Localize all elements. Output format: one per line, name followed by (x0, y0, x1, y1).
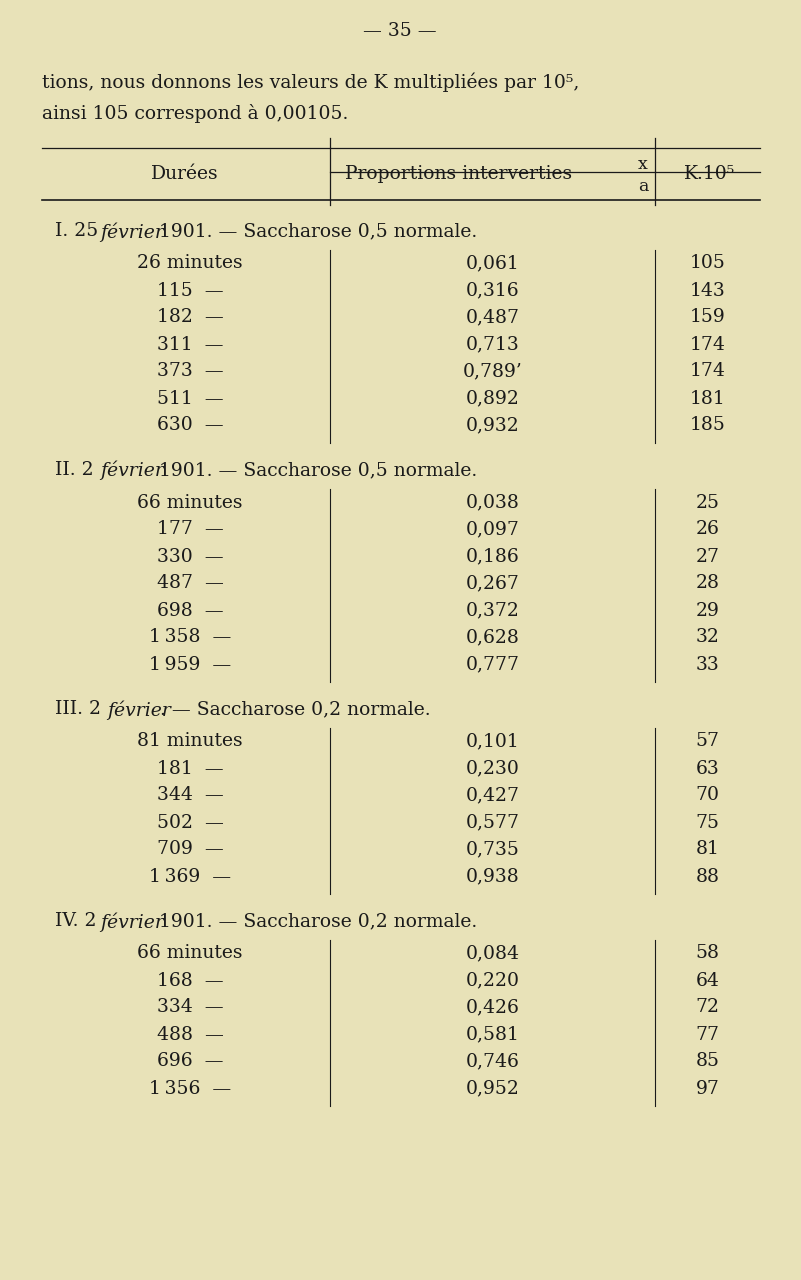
Text: a: a (638, 178, 648, 195)
Text: 159: 159 (690, 308, 726, 326)
Text: 81: 81 (695, 841, 719, 859)
Text: 1 358  —: 1 358 — (149, 628, 231, 646)
Text: 81 minutes: 81 minutes (137, 732, 243, 750)
Text: 63: 63 (695, 759, 719, 777)
Text: tions, nous donnons les valeurs de K multipliées par 10⁵,: tions, nous donnons les valeurs de K mul… (42, 72, 579, 91)
Text: 0,938: 0,938 (465, 868, 519, 886)
Text: III. 2: III. 2 (55, 700, 107, 718)
Text: 64: 64 (695, 972, 719, 989)
Text: 330  —: 330 — (157, 548, 223, 566)
Text: 177  —: 177 — (157, 521, 223, 539)
Text: 32: 32 (695, 628, 719, 646)
Text: 57: 57 (695, 732, 719, 750)
Text: 0,789’: 0,789’ (463, 362, 522, 380)
Text: 143: 143 (690, 282, 726, 300)
Text: février: février (100, 911, 164, 932)
Text: février: février (100, 461, 164, 480)
Text: 27: 27 (695, 548, 719, 566)
Text: 0,426: 0,426 (465, 998, 519, 1016)
Text: 75: 75 (695, 814, 719, 832)
Text: 181  —: 181 — (157, 759, 223, 777)
Text: 0,316: 0,316 (465, 282, 519, 300)
Text: 0,084: 0,084 (465, 945, 520, 963)
Text: 511  —: 511 — (157, 389, 223, 407)
Text: 58: 58 (695, 945, 719, 963)
Text: 334  —: 334 — (157, 998, 223, 1016)
Text: 115  —: 115 — (157, 282, 223, 300)
Text: février: février (107, 700, 171, 719)
Text: 1 959  —: 1 959 — (149, 655, 231, 673)
Text: 66 minutes: 66 minutes (137, 945, 243, 963)
Text: 72: 72 (695, 998, 719, 1016)
Text: 26: 26 (695, 521, 719, 539)
Text: 488  —: 488 — (156, 1025, 223, 1043)
Text: Proportions interverties: Proportions interverties (345, 165, 578, 183)
Text: 487  —: 487 — (156, 575, 223, 593)
Text: 0,097: 0,097 (465, 521, 519, 539)
Text: 88: 88 (695, 868, 719, 886)
Text: 0,713: 0,713 (465, 335, 519, 353)
Text: 168  —: 168 — (157, 972, 223, 989)
Text: 0,735: 0,735 (465, 841, 519, 859)
Text: II. 2: II. 2 (55, 461, 99, 479)
Text: 0,487: 0,487 (465, 308, 520, 326)
Text: 70: 70 (695, 786, 719, 805)
Text: 0,932: 0,932 (465, 416, 519, 434)
Text: 26 minutes: 26 minutes (137, 255, 243, 273)
Text: février: février (100, 221, 164, 242)
Text: 1901. — Saccharose 0,2 normale.: 1901. — Saccharose 0,2 normale. (153, 911, 477, 931)
Text: Durées: Durées (151, 165, 219, 183)
Text: 0,777: 0,777 (465, 655, 520, 673)
Text: ainsi 105 correspond à 0,00105.: ainsi 105 correspond à 0,00105. (42, 104, 348, 123)
Text: 77: 77 (695, 1025, 719, 1043)
Text: 0,577: 0,577 (465, 814, 520, 832)
Text: 311  —: 311 — (157, 335, 223, 353)
Text: 174: 174 (690, 362, 726, 380)
Text: 174: 174 (690, 335, 726, 353)
Text: 181: 181 (690, 389, 726, 407)
Text: 373  —: 373 — (157, 362, 223, 380)
Text: 1901. — Saccharose 0,5 normale.: 1901. — Saccharose 0,5 normale. (153, 221, 477, 241)
Text: . — Saccharose 0,2 normale.: . — Saccharose 0,2 normale. (160, 700, 431, 718)
Text: 0,372: 0,372 (465, 602, 519, 620)
Text: x: x (638, 156, 648, 173)
Text: 0,952: 0,952 (465, 1079, 519, 1097)
Text: 0,061: 0,061 (465, 255, 519, 273)
Text: 66 minutes: 66 minutes (137, 494, 243, 512)
Text: 0,746: 0,746 (465, 1052, 519, 1070)
Text: 696  —: 696 — (157, 1052, 223, 1070)
Text: 185: 185 (690, 416, 726, 434)
Text: 28: 28 (695, 575, 719, 593)
Text: 0,427: 0,427 (465, 786, 520, 805)
Text: 85: 85 (695, 1052, 719, 1070)
Text: I. 25: I. 25 (55, 221, 104, 241)
Text: 0,186: 0,186 (465, 548, 519, 566)
Text: 709  —: 709 — (157, 841, 223, 859)
Text: 1 356  —: 1 356 — (149, 1079, 231, 1097)
Text: 0,230: 0,230 (465, 759, 519, 777)
Text: — 35 —: — 35 — (363, 22, 437, 40)
Text: 33: 33 (695, 655, 719, 673)
Text: 0,101: 0,101 (465, 732, 519, 750)
Text: 0,038: 0,038 (465, 494, 519, 512)
Text: 502  —: 502 — (156, 814, 223, 832)
Text: 1 369  —: 1 369 — (149, 868, 231, 886)
Text: 105: 105 (690, 255, 726, 273)
Text: 182  —: 182 — (157, 308, 223, 326)
Text: 344  —: 344 — (157, 786, 223, 805)
Text: IV. 2: IV. 2 (55, 911, 103, 931)
Text: 0,220: 0,220 (465, 972, 520, 989)
Text: 1901. — Saccharose 0,5 normale.: 1901. — Saccharose 0,5 normale. (153, 461, 477, 479)
Text: 29: 29 (695, 602, 719, 620)
Text: 97: 97 (695, 1079, 719, 1097)
Text: K.10⁵: K.10⁵ (684, 165, 735, 183)
Text: 0,267: 0,267 (465, 575, 519, 593)
Text: 0,892: 0,892 (465, 389, 519, 407)
Text: 0,581: 0,581 (465, 1025, 519, 1043)
Text: 25: 25 (695, 494, 719, 512)
Text: 0,628: 0,628 (465, 628, 519, 646)
Text: 698  —: 698 — (157, 602, 223, 620)
Text: 630  —: 630 — (157, 416, 223, 434)
